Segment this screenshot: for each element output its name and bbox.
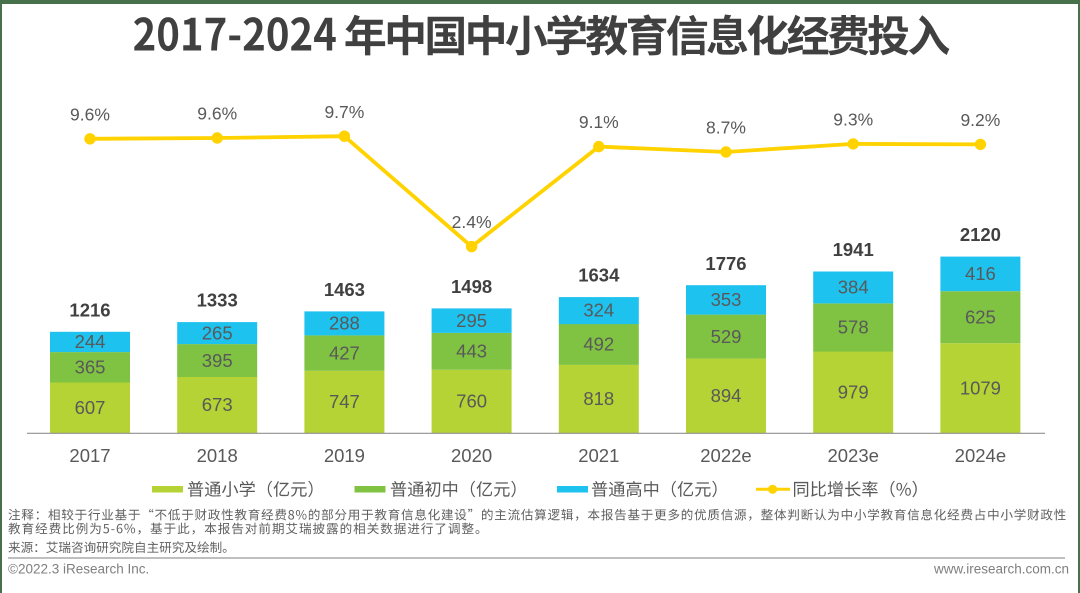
svg-text:2021: 2021 xyxy=(578,445,619,466)
svg-text:353: 353 xyxy=(711,289,742,310)
svg-text:324: 324 xyxy=(583,300,614,321)
svg-text:1498: 1498 xyxy=(451,276,492,297)
svg-text:244: 244 xyxy=(75,331,106,352)
svg-text:2024e: 2024e xyxy=(955,445,1006,466)
svg-text:www.iresearch.com.cn: www.iresearch.com.cn xyxy=(933,562,1069,577)
svg-text:384: 384 xyxy=(838,277,869,298)
svg-text:9.2%: 9.2% xyxy=(960,110,1000,130)
svg-text:9.6%: 9.6% xyxy=(70,104,110,124)
svg-text:2020: 2020 xyxy=(451,445,492,466)
svg-text:818: 818 xyxy=(583,388,614,409)
svg-text:894: 894 xyxy=(711,385,742,406)
svg-text:673: 673 xyxy=(202,394,233,415)
svg-text:1634: 1634 xyxy=(578,265,620,286)
svg-text:979: 979 xyxy=(838,382,869,403)
svg-text:2017: 2017 xyxy=(69,445,110,466)
svg-text:2023e: 2023e xyxy=(827,445,878,466)
svg-text:365: 365 xyxy=(75,357,106,378)
svg-text:1941: 1941 xyxy=(833,239,874,260)
svg-text:2.4%: 2.4% xyxy=(452,212,492,232)
svg-text:2018: 2018 xyxy=(197,445,238,466)
svg-text:760: 760 xyxy=(456,391,487,412)
svg-text:492: 492 xyxy=(583,334,614,355)
svg-text:1776: 1776 xyxy=(705,253,746,274)
svg-text:443: 443 xyxy=(456,341,487,362)
svg-text:1079: 1079 xyxy=(960,377,1001,398)
svg-text:295: 295 xyxy=(456,310,487,331)
svg-text:265: 265 xyxy=(202,322,233,343)
svg-text:9.7%: 9.7% xyxy=(324,102,364,122)
svg-text:2120: 2120 xyxy=(960,224,1001,245)
svg-text:9.3%: 9.3% xyxy=(833,110,873,130)
svg-text:1333: 1333 xyxy=(197,290,238,311)
svg-text:2019: 2019 xyxy=(324,445,365,466)
svg-text:747: 747 xyxy=(329,391,360,412)
svg-text:607: 607 xyxy=(75,397,106,418)
svg-text:395: 395 xyxy=(202,350,233,371)
svg-text:529: 529 xyxy=(711,326,742,347)
svg-text:1216: 1216 xyxy=(69,299,110,320)
svg-text:288: 288 xyxy=(329,313,360,334)
svg-text:©2022.3 iResearch Inc.: ©2022.3 iResearch Inc. xyxy=(8,562,149,577)
svg-text:578: 578 xyxy=(838,317,869,338)
svg-text:9.1%: 9.1% xyxy=(579,112,619,132)
svg-text:427: 427 xyxy=(329,342,360,363)
svg-text:1463: 1463 xyxy=(324,279,365,300)
svg-text:9.6%: 9.6% xyxy=(197,104,237,124)
svg-text:625: 625 xyxy=(965,306,996,327)
svg-text:416: 416 xyxy=(965,263,996,284)
svg-text:2022e: 2022e xyxy=(700,445,751,466)
svg-text:8.7%: 8.7% xyxy=(706,118,746,138)
